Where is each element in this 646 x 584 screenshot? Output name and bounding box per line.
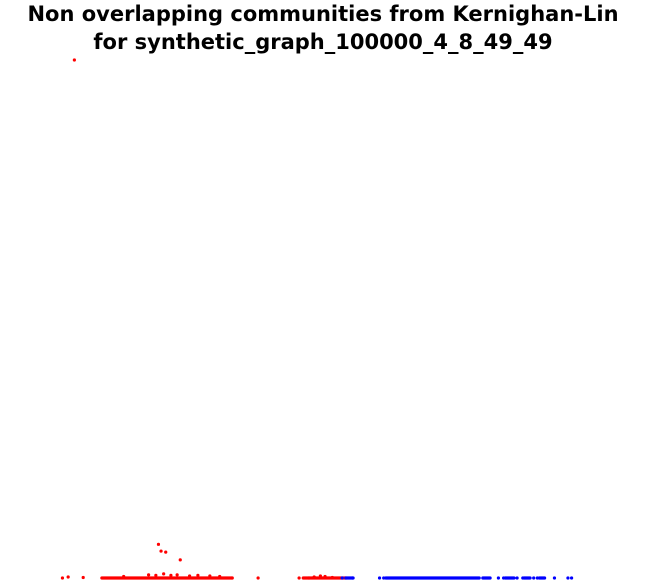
series-1-point [297,576,301,580]
series-1-point [187,574,192,578]
series-2-point [382,576,386,580]
series-1 [60,58,348,580]
series-2-point [344,576,348,580]
series-2-point [340,576,344,580]
series-1-point [196,573,200,578]
series-2-point [377,576,382,580]
series-1-point [175,573,179,577]
series-2-point [552,576,557,580]
series-1-point [72,58,76,62]
series-1-point [218,574,222,579]
series-2-point [535,576,539,580]
series-2-point [566,576,570,580]
series-2-point [569,576,574,580]
series-1-point [164,550,168,554]
series-1-point [169,573,173,578]
series-1-point [122,574,126,579]
series-1-point [60,576,65,580]
series-1-point [81,575,85,580]
chart-title-line-1: Non overlapping communities from Kernigh… [27,2,619,26]
chart-title-line-2: for synthetic_graph_100000_4_8_49_49 [93,30,553,54]
series-1-point [162,572,166,576]
series-2-point [496,576,501,580]
series-1-point [330,575,334,580]
series-2-point [501,576,506,580]
series-1-point [146,573,151,577]
series-1-point [159,549,163,553]
series-2-point [521,576,525,580]
series-1-point [154,573,158,578]
series-2 [340,576,574,580]
series-1-point [323,574,327,579]
series-2-point [532,576,536,580]
chart-title: Non overlapping communities from Kernigh… [0,0,646,56]
series-2-point [350,576,355,580]
series-1-point [312,575,316,579]
series-1-point [230,576,234,580]
series-1-point [178,558,182,562]
series-1-point [318,574,322,578]
series-1-point [156,542,161,546]
series-2-point [515,576,519,580]
series-1-point [307,576,311,580]
series-1-point [66,575,70,579]
series-1-point [256,576,260,580]
plot-area [60,58,574,580]
series-1-point [208,574,212,578]
